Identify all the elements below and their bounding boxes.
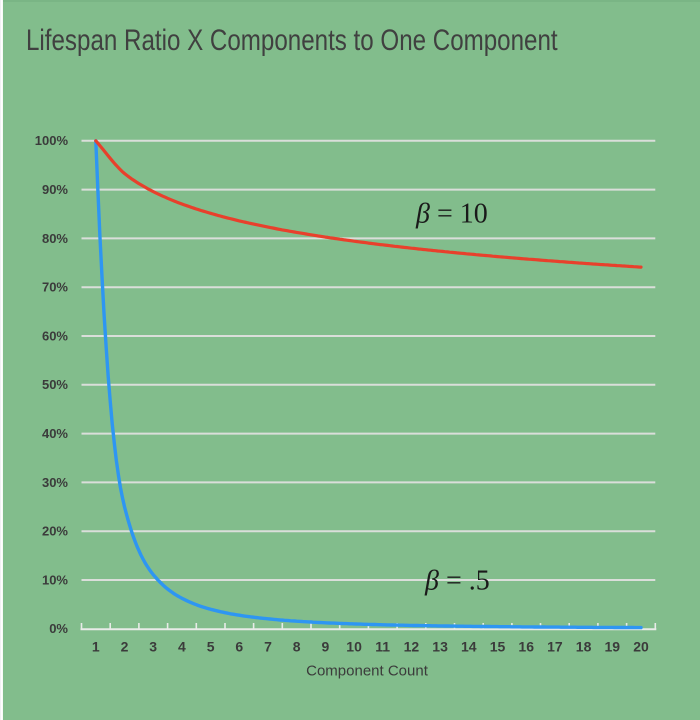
svg-text:Component Count: Component Count bbox=[306, 663, 429, 680]
svg-text:40%: 40% bbox=[42, 426, 68, 441]
svg-text:20%: 20% bbox=[42, 524, 68, 539]
svg-text:20: 20 bbox=[633, 639, 649, 655]
svg-text:60%: 60% bbox=[42, 328, 68, 343]
svg-text:β = .5: β = .5 bbox=[424, 566, 490, 597]
svg-text:9: 9 bbox=[322, 639, 330, 655]
svg-text:4: 4 bbox=[178, 639, 186, 655]
svg-text:10%: 10% bbox=[42, 572, 68, 587]
svg-text:11: 11 bbox=[375, 639, 390, 655]
svg-text:6: 6 bbox=[235, 639, 243, 655]
svg-text:3: 3 bbox=[149, 639, 157, 655]
svg-text:100%: 100% bbox=[35, 133, 69, 148]
svg-text:13: 13 bbox=[432, 639, 448, 655]
svg-text:10: 10 bbox=[346, 639, 362, 655]
svg-text:7: 7 bbox=[264, 639, 272, 655]
svg-text:0%: 0% bbox=[49, 621, 68, 636]
svg-text:1: 1 bbox=[92, 639, 100, 655]
svg-text:50%: 50% bbox=[42, 377, 68, 392]
svg-text:15: 15 bbox=[490, 639, 506, 655]
svg-text:5: 5 bbox=[207, 639, 215, 655]
svg-text:70%: 70% bbox=[42, 280, 68, 295]
svg-text:16: 16 bbox=[518, 639, 534, 655]
svg-text:2: 2 bbox=[121, 639, 129, 655]
svg-text:14: 14 bbox=[461, 639, 477, 655]
svg-text:30%: 30% bbox=[42, 475, 68, 490]
svg-text:β = 10: β = 10 bbox=[415, 199, 488, 230]
svg-text:17: 17 bbox=[547, 639, 563, 655]
svg-text:19: 19 bbox=[605, 639, 621, 655]
svg-text:80%: 80% bbox=[42, 231, 68, 246]
svg-text:12: 12 bbox=[404, 639, 420, 655]
svg-text:8: 8 bbox=[293, 639, 301, 655]
svg-text:18: 18 bbox=[576, 639, 592, 655]
svg-text:90%: 90% bbox=[42, 182, 68, 197]
